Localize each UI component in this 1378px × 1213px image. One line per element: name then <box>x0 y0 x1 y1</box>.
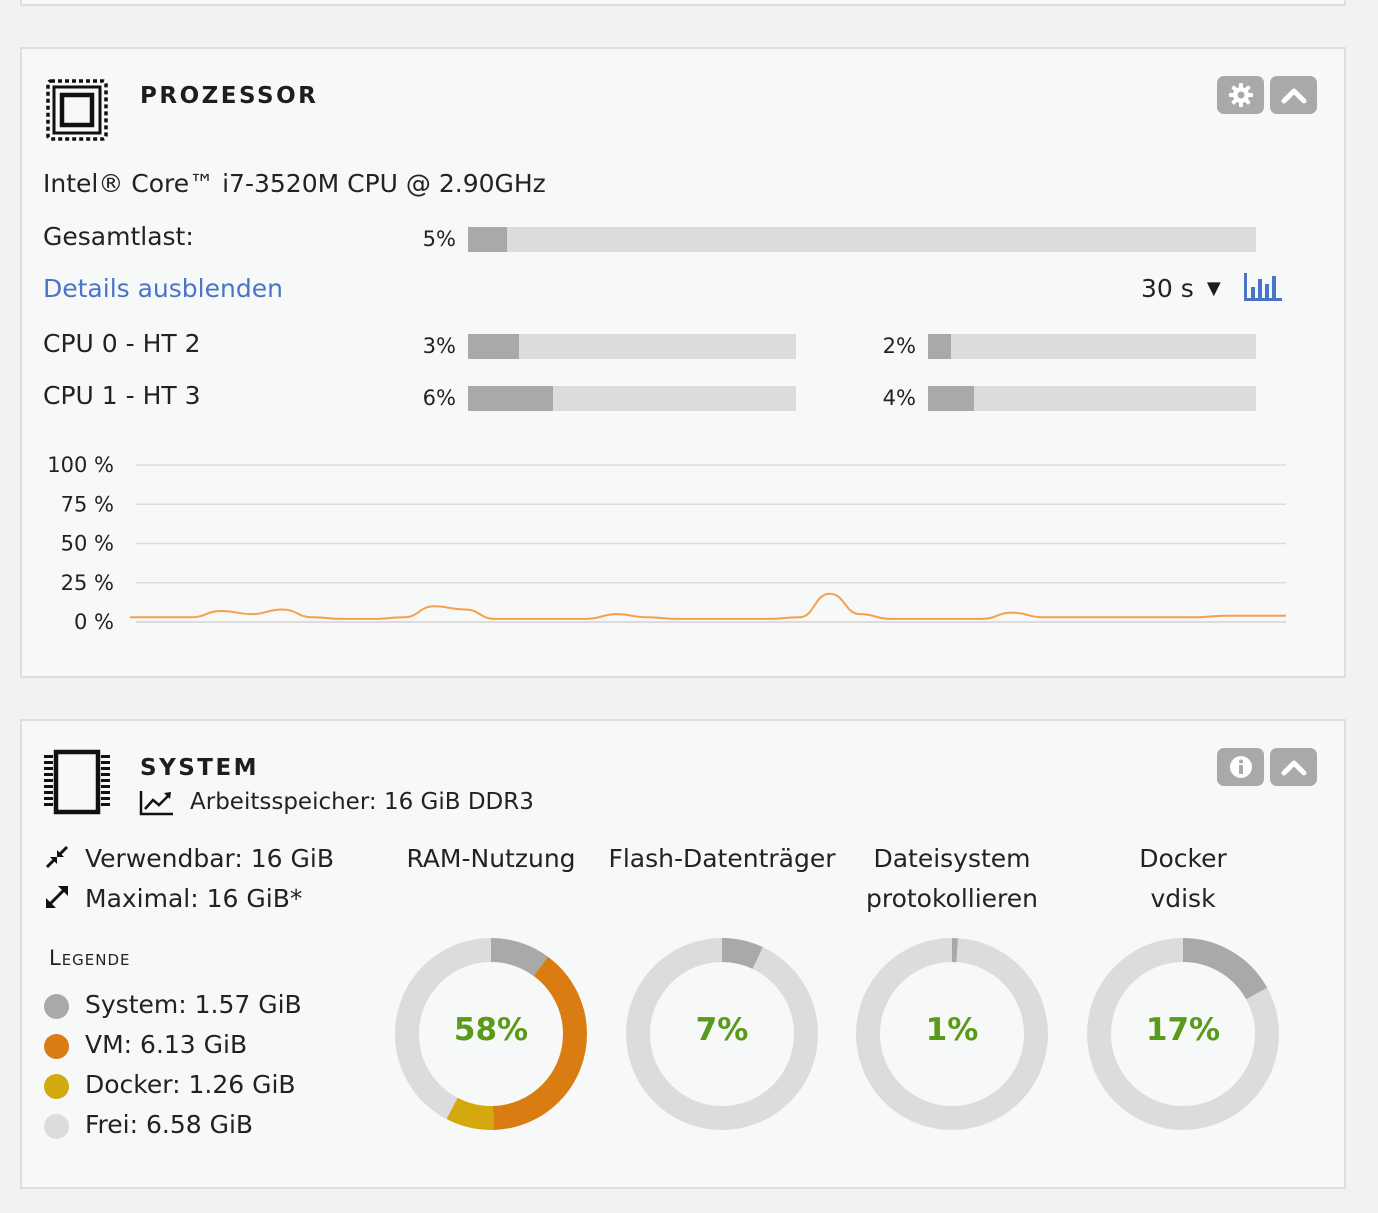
ram-info: Arbeitsspeicher: 16 GiB DDR3 <box>190 789 534 815</box>
gauge-percent: 58% <box>453 1012 529 1048</box>
y-tick-label: 75 % <box>61 492 114 516</box>
trend-chart-icon <box>139 791 173 816</box>
gauge-percent: 17% <box>1145 1012 1221 1048</box>
gauge-donut <box>626 938 818 1130</box>
panel-title: SYSTEM <box>140 755 260 781</box>
processor-panel: PROZESSOR Intel® Core™ i7-3520M CPU @ 2.… <box>20 47 1346 678</box>
legend-item-label: Docker: 1.26 GiB <box>85 1070 296 1099</box>
gauge-donut <box>395 938 587 1130</box>
gauge-segment <box>395 938 587 1130</box>
core-load-bar-fill <box>928 334 951 359</box>
system-panel: SYSTEM Arbeitsspeicher: 16 GiB DDR3 Verw… <box>20 719 1346 1189</box>
legend-swatch <box>44 1034 69 1059</box>
core-label: CPU 0 - HT 2 <box>43 329 201 358</box>
dropdown-caret-icon: ▼ <box>1206 278 1221 299</box>
cpu-model: Intel® Core™ i7-3520M CPU @ 2.90GHz <box>43 169 546 198</box>
gauge-donut <box>856 938 1048 1130</box>
cpu-chip-icon <box>46 79 108 141</box>
usable-memory: Verwendbar: 16 GiB <box>85 844 334 873</box>
gauge-donut <box>1087 938 1279 1130</box>
core-load-bar-fill <box>468 386 554 411</box>
gauge-percent: 1% <box>925 1012 979 1048</box>
gauge-segment <box>395 938 587 1130</box>
core-load-bar-fill <box>468 334 519 359</box>
legend-item-label: System: 1.57 GiB <box>85 990 302 1019</box>
gauge-percent: 7% <box>695 1012 749 1048</box>
core-label: CPU 1 - HT 3 <box>43 381 201 410</box>
chevron-up-icon <box>1281 760 1306 776</box>
gauge-label: RAM-Nutzung <box>406 844 576 873</box>
core-load-percent: 3% <box>422 334 456 358</box>
bar-chart-icon[interactable] <box>1243 271 1283 303</box>
panel-title: PROZESSOR <box>140 83 319 109</box>
gauge-label: Docker vdisk <box>1139 844 1227 913</box>
total-load-bar-fill <box>468 227 508 252</box>
gauge-segment <box>395 938 587 1130</box>
legend-item-label: Frei: 6.58 GiB <box>85 1110 254 1139</box>
gauge-label: Dateisystem protokollieren <box>865 844 1039 913</box>
gauge-segment <box>1087 938 1279 1130</box>
y-tick-label: 50 % <box>61 532 114 556</box>
gauge-segment <box>856 938 1048 1130</box>
expand-icon <box>46 886 68 908</box>
details-toggle-link[interactable]: Details ausblenden <box>43 274 283 303</box>
chevron-up-icon <box>1281 88 1306 104</box>
cpu-history-chart: 100 % 75 % 50 % 25 % 0 % <box>47 453 1286 634</box>
core-load-bar <box>468 386 796 411</box>
info-icon <box>1229 756 1252 778</box>
total-load-percent: 5% <box>422 227 456 251</box>
core-load-bar <box>928 386 1256 411</box>
memory-module-icon <box>44 749 110 815</box>
collapse-button[interactable] <box>1270 748 1317 786</box>
core-load-percent: 4% <box>882 386 916 410</box>
gauge-label: Flash-Datenträger <box>608 844 836 873</box>
y-tick-label: 0 % <box>74 610 114 634</box>
core-load-percent: 2% <box>882 334 916 358</box>
y-tick-label: 100 % <box>47 453 114 477</box>
gear-icon <box>1228 83 1253 107</box>
settings-button[interactable] <box>1217 76 1264 114</box>
compress-icon <box>45 845 69 869</box>
collapse-button[interactable] <box>1270 76 1317 114</box>
info-button[interactable] <box>1217 748 1264 786</box>
cpu-load-series-line <box>130 592 1286 620</box>
y-tick-label: 25 % <box>61 571 114 595</box>
interval-select[interactable]: 30 s ▼ <box>1141 274 1221 303</box>
legend-swatch <box>44 1114 69 1139</box>
core-load-bar <box>468 334 796 359</box>
core-load-bar <box>928 334 1256 359</box>
legend-title: Legende <box>49 946 131 970</box>
maximum-memory: Maximal: 16 GiB* <box>85 884 303 913</box>
core-load-bar-fill <box>928 386 974 411</box>
legend-item-label: VM: 6.13 GiB <box>85 1030 248 1059</box>
total-load-bar <box>468 227 1256 252</box>
interval-value: 30 s <box>1141 274 1194 303</box>
previous-panel <box>20 0 1346 6</box>
gauge-segment <box>626 938 818 1130</box>
total-load-label: Gesamtlast: <box>43 222 194 251</box>
legend-swatch <box>44 1074 69 1099</box>
core-load-percent: 6% <box>422 386 456 410</box>
legend-swatch <box>44 994 69 1019</box>
